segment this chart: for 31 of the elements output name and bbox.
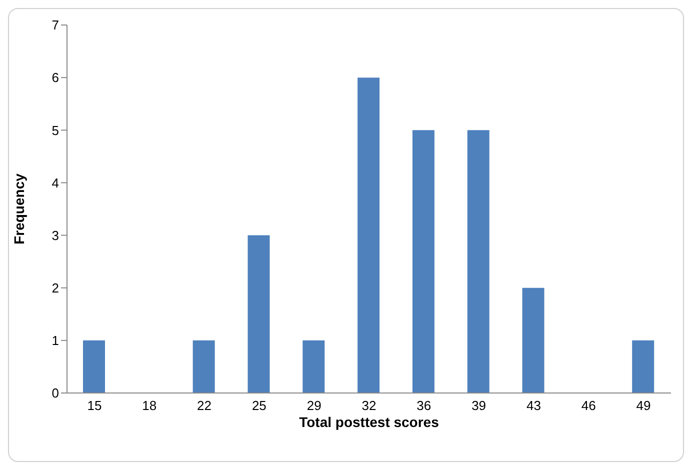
x-tick-label: 22	[197, 398, 212, 414]
y-tick-label: 6	[52, 70, 59, 86]
x-tick-label: 43	[526, 398, 541, 414]
y-tick-label: 5	[52, 122, 59, 138]
bar	[412, 130, 434, 393]
bar	[192, 340, 215, 393]
x-tick-label: 29	[306, 398, 322, 414]
x-tick-label: 32	[362, 398, 376, 414]
y-tick-label: 0	[52, 386, 59, 401]
bar	[632, 340, 654, 393]
x-tick-label: 46	[581, 398, 596, 414]
x-tick-label: 36	[416, 398, 432, 414]
bar	[83, 340, 105, 393]
x-axis-title: Total posttest scores	[299, 414, 440, 430]
bar	[358, 78, 380, 393]
bar	[522, 288, 544, 393]
frame: 15 18 22 25 29 32 36 39 43 46 49 Total posttest scores 0 1 2 3 4 5 6 7 Frequency	[8, 8, 684, 462]
x-tick-label: 49	[636, 398, 651, 414]
bar	[302, 340, 325, 393]
y-tick-label: 2	[52, 280, 59, 296]
bar	[467, 130, 490, 393]
y-axis-title: Frequency	[10, 173, 27, 244]
x-tick-label: 15	[87, 398, 102, 414]
x-tick-label: 39	[472, 398, 486, 414]
y-tick-label: 4	[52, 175, 59, 190]
y-tick-label: 1	[52, 333, 59, 348]
bar	[248, 235, 270, 393]
x-tick-label: 25	[252, 398, 266, 414]
x-tick-label: 18	[142, 398, 157, 414]
y-tick-label: 3	[52, 228, 59, 243]
y-tick-label: 7	[52, 18, 59, 33]
